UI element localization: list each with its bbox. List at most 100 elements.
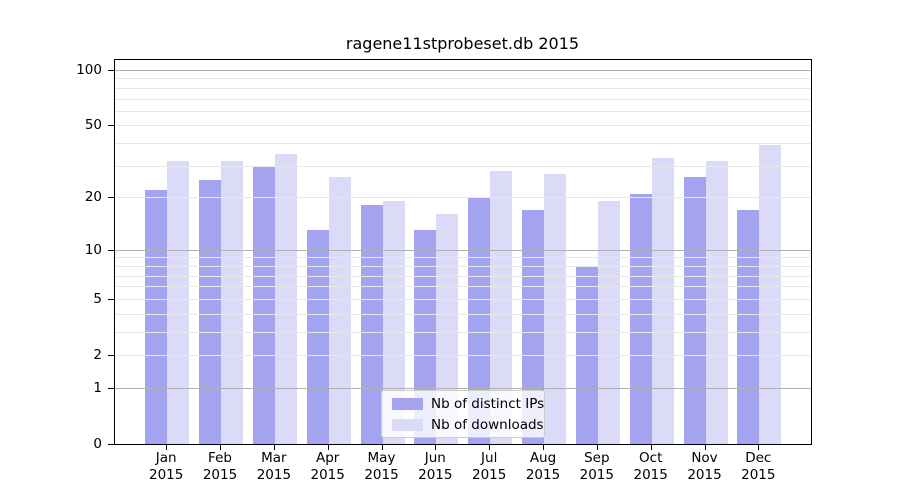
x-axis-month-label-apr: Apr (316, 450, 340, 466)
gridline-minor-80 (115, 87, 811, 89)
legend-item-distinct-ips: Nb of distinct IPs (392, 396, 544, 412)
x-axis-month-label-sep: Sep (584, 450, 610, 466)
y-axis-tick-label-0: 0 (93, 436, 102, 452)
y-axis-tick-5 (108, 298, 114, 300)
gridline-minor-90 (115, 78, 811, 80)
bar-downloads-jan (167, 160, 190, 444)
y-axis-tick-label-20: 20 (84, 189, 102, 206)
x-axis-year-label-aug: 2015 (525, 467, 561, 483)
x-axis-tick-may (381, 445, 383, 450)
y-axis-tick-label-100: 100 (76, 62, 102, 78)
bar-distinct-ips-apr (306, 230, 329, 444)
legend-swatch-downloads (392, 418, 423, 431)
x-axis-year-label-jan: 2015 (149, 467, 184, 483)
x-axis-month-label-may: May (367, 450, 396, 466)
bar-downloads-oct (651, 158, 674, 444)
x-axis-month-label-mar: Mar (261, 450, 287, 466)
y-axis-tick-label-10: 10 (84, 241, 102, 258)
bar-downloads-may (382, 201, 405, 444)
bar-downloads-jun (436, 214, 459, 444)
gridline-minor-8 (115, 265, 811, 267)
gridline-minor-3 (115, 331, 811, 333)
bar-distinct-ips-dec (737, 209, 760, 444)
bar-distinct-ips-oct (629, 193, 652, 444)
x-axis-year-label-oct: 2015 (633, 467, 668, 483)
bar-distinct-ips-jan (145, 189, 168, 444)
y-axis-tick-20 (108, 197, 114, 199)
x-axis-tick-feb (220, 445, 221, 450)
x-axis-tick-dec (758, 445, 760, 450)
y-axis-tick-50 (108, 125, 114, 127)
x-axis-month-label-dec: Dec (745, 450, 772, 466)
x-axis-month-label-feb: Feb (208, 450, 232, 466)
legend-label-distinct-ips: Nb of distinct IPs (431, 395, 545, 412)
x-axis-month-label-aug: Aug (529, 450, 557, 466)
y-axis-tick-label-1: 1 (93, 379, 102, 396)
gridline-minor-20 (115, 197, 811, 199)
bar-distinct-ips-nov (683, 176, 706, 444)
legend-swatch-distinct-ips (392, 397, 423, 410)
x-axis-tick-jan (166, 445, 168, 450)
bar-downloads-nov (705, 160, 728, 444)
bar-distinct-ips-mar (252, 165, 275, 444)
y-axis-tick-2 (108, 355, 114, 356)
gridline-minor-40 (115, 143, 811, 145)
bar-downloads-feb (221, 160, 243, 444)
x-axis-year-label-jun: 2015 (418, 467, 453, 483)
x-axis-tick-jul (489, 445, 491, 450)
x-axis-year-label-nov: 2015 (687, 467, 722, 483)
gridline-minor-7 (115, 275, 811, 277)
bar-distinct-ips-jul (468, 197, 491, 444)
gridline-major-100 (115, 70, 811, 71)
x-axis-year-label-may: 2015 (364, 467, 399, 483)
gridline-major-10 (115, 249, 811, 251)
y-axis-tick-label-2: 2 (93, 347, 102, 363)
bar-downloads-aug (544, 174, 566, 444)
x-axis-year-label-feb: 2015 (202, 467, 238, 483)
gridline-minor-9 (115, 257, 811, 259)
x-axis-tick-sep (596, 445, 598, 450)
x-axis-tick-apr (327, 445, 329, 450)
legend-item-downloads: Nb of downloads (392, 417, 544, 433)
gridline-minor-4 (115, 313, 811, 315)
bar-distinct-ips-may (360, 205, 383, 444)
x-axis-tick-jun (435, 445, 437, 450)
bar-downloads-apr (328, 176, 351, 444)
bar-downloads-jul (490, 171, 513, 444)
gridline-minor-5 (115, 298, 811, 300)
x-axis-month-label-jun: Jun (424, 450, 446, 466)
x-axis-tick-nov (704, 445, 706, 450)
x-axis-tick-aug (543, 445, 544, 450)
y-axis-tick-label-50: 50 (84, 117, 102, 134)
legend: Nb of distinct IPs Nb of downloads (381, 390, 545, 438)
y-axis-tick-100 (108, 70, 114, 71)
x-axis-year-label-dec: 2015 (741, 467, 776, 483)
y-axis-tick-label-5: 5 (93, 290, 102, 307)
x-axis-year-label-jul: 2015 (472, 467, 507, 483)
bar-downloads-sep (597, 201, 620, 444)
chart-title: ragene11stprobeset.db 2015 (345, 34, 580, 53)
x-axis-month-label-nov: Nov (691, 450, 718, 466)
x-axis-tick-oct (650, 445, 652, 450)
x-axis-month-label-jan: Jan (155, 450, 177, 466)
x-axis-year-label-apr: 2015 (310, 467, 345, 483)
y-axis-tick-0 (108, 444, 114, 445)
x-axis-month-label-jul: Jul (481, 450, 498, 466)
gridline-minor-50 (115, 125, 811, 127)
bar-distinct-ips-feb (199, 180, 221, 444)
gridline-minor-70 (115, 98, 811, 100)
gridline-major-1 (115, 387, 811, 389)
gridline-minor-60 (115, 110, 811, 112)
bar-distinct-ips-aug (522, 209, 544, 444)
gridline-minor-6 (115, 286, 811, 288)
plot-area: Nb of distinct IPs Nb of downloads (114, 59, 812, 445)
y-axis-tick-1 (108, 387, 114, 389)
bar-distinct-ips-sep (575, 265, 598, 444)
gridline-minor-2 (115, 355, 811, 356)
x-axis-year-label-mar: 2015 (256, 467, 292, 483)
gridline-minor-30 (115, 165, 811, 167)
x-axis-tick-mar (273, 445, 275, 450)
y-axis-tick-10 (108, 249, 114, 251)
x-axis-year-label-sep: 2015 (579, 467, 614, 483)
